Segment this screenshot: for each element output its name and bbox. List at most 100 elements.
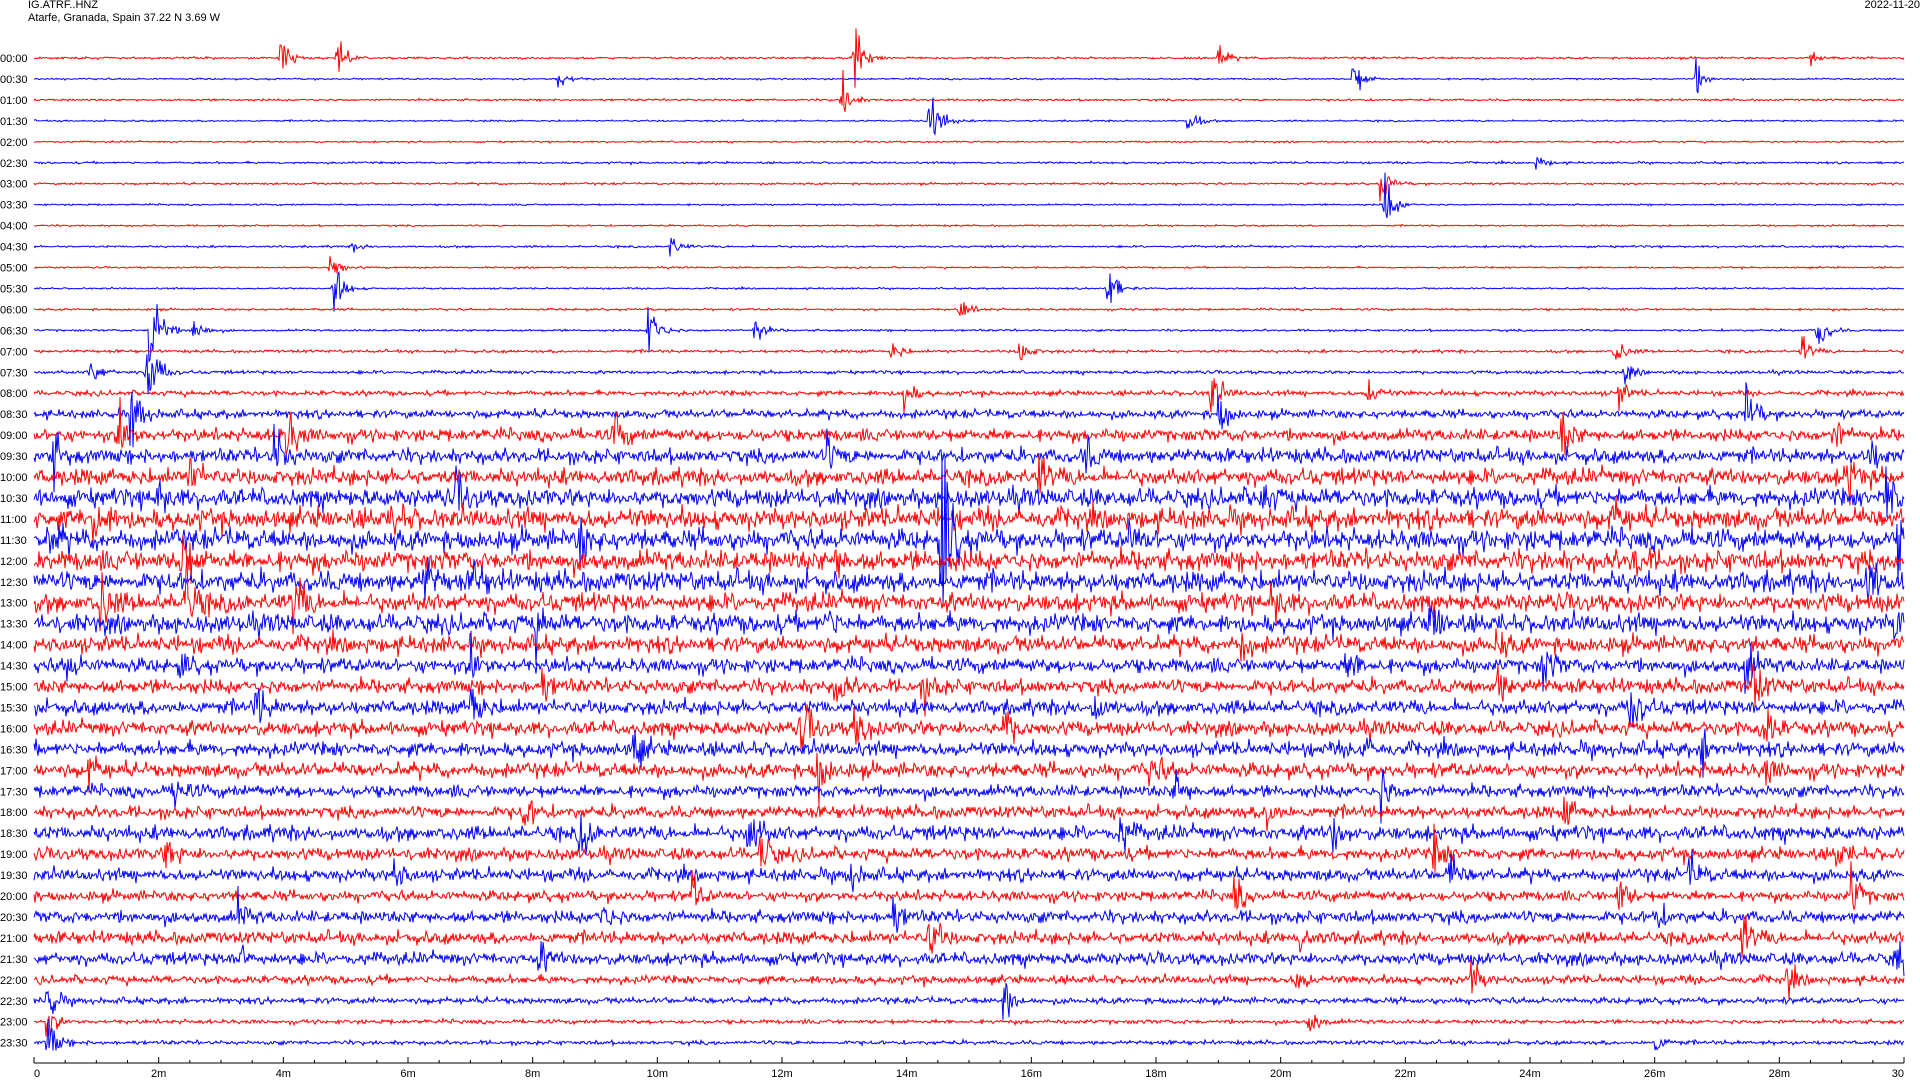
row-label: 04:00	[0, 221, 28, 233]
x-tick-label: 18m	[1145, 1068, 1166, 1080]
row-label: 04:30	[0, 242, 28, 254]
trace-0400	[33, 223, 1905, 228]
row-label: 15:30	[0, 702, 28, 714]
x-tick-label: 10m	[647, 1068, 668, 1080]
station-location: Atarfe, Granada, Spain 37.22 N 3.69 W	[28, 12, 221, 24]
x-tick-label: 30	[1892, 1068, 1904, 1080]
row-label: 11:30	[0, 535, 27, 547]
row-label: 11:00	[0, 514, 27, 526]
row-label: 12:30	[0, 577, 28, 589]
row-label: 09:00	[0, 430, 28, 442]
trace-1730	[33, 768, 1905, 824]
trace-0730	[33, 354, 1904, 395]
trace-2030	[33, 885, 1905, 933]
row-label: 14:00	[0, 640, 28, 652]
row-label: 05:00	[0, 263, 28, 275]
row-label: 22:30	[0, 996, 28, 1008]
trace-0430	[33, 237, 1905, 257]
row-label: 18:30	[0, 828, 28, 840]
trace-2300	[33, 1014, 1905, 1037]
row-label: 22:00	[0, 975, 28, 987]
trace-2130	[33, 940, 1905, 977]
trace-0930	[33, 423, 1905, 493]
trace-2100	[33, 915, 1905, 958]
x-tick-label: 28m	[1769, 1068, 1790, 1080]
trace-0130	[33, 97, 1905, 136]
x-axis: 0 2m 4m 6m 8m 10m 12m 14m 16m 18m 20m 22m 24m 26m 28m 3…	[33, 1057, 1905, 1080]
trace-0900	[33, 396, 1905, 456]
row-label: 00:00	[0, 53, 28, 65]
trace-1030	[33, 465, 1905, 518]
trace-0300	[33, 176, 1905, 202]
trace-0530	[33, 271, 1904, 312]
row-label: 02:00	[0, 137, 28, 149]
row-label: 19:30	[0, 870, 28, 882]
trace-2000	[33, 861, 1905, 911]
x-tick-label: 24m	[1519, 1068, 1540, 1080]
trace-2200	[33, 960, 1905, 1000]
row-label: 07:00	[0, 346, 28, 358]
trace-0000	[33, 28, 1905, 88]
row-label: 09:30	[0, 451, 28, 463]
row-label: 06:00	[0, 304, 28, 316]
row-label: 12:00	[0, 556, 28, 568]
row-label: 17:00	[0, 765, 28, 777]
row-label: 18:00	[0, 807, 28, 819]
row-label: 15:00	[0, 682, 28, 694]
trace-1700	[33, 752, 1905, 806]
trace-1200	[33, 535, 1905, 584]
x-tick-label: 8m	[525, 1068, 540, 1080]
trace-0030	[33, 57, 1905, 94]
trace-1430	[33, 630, 1905, 694]
trace-0800	[33, 378, 1905, 413]
row-label: 17:30	[0, 786, 28, 798]
row-label: 10:00	[0, 472, 28, 484]
trace-1230	[33, 557, 1905, 602]
x-tick-label: 12m	[771, 1068, 792, 1080]
trace-1630	[33, 728, 1905, 778]
trace-0330	[33, 172, 1905, 219]
trace-group	[33, 28, 1905, 1051]
x-tick-label: 2m	[151, 1068, 166, 1080]
row-label-group: 00:00 00:30 01:00 01:30 02:00 02:30 03:00 03:30…	[0, 53, 28, 1050]
trace-0100	[33, 69, 1905, 113]
trace-0700	[33, 336, 1905, 361]
trace-1900	[33, 823, 1905, 874]
station-title: IG.ATRF..HNZ	[28, 0, 99, 11]
trace-2230	[33, 982, 1905, 1020]
row-label: 19:00	[0, 849, 28, 861]
row-label: 16:00	[0, 723, 28, 735]
row-label: 21:00	[0, 933, 28, 945]
x-tick-label: 16m	[1021, 1068, 1042, 1080]
trace-1330	[33, 605, 1905, 666]
x-tick-label: 0	[34, 1068, 40, 1080]
row-label: 03:30	[0, 200, 28, 212]
row-label: 08:00	[0, 388, 28, 400]
trace-0830	[33, 382, 1905, 448]
row-label: 01:00	[0, 95, 28, 107]
x-tick-label: 22m	[1395, 1068, 1416, 1080]
trace-1600	[33, 704, 1905, 751]
trace-1000	[33, 453, 1905, 506]
x-tick-label: 6m	[400, 1068, 415, 1080]
trace-1830	[33, 814, 1905, 855]
row-label: 13:30	[0, 619, 28, 631]
trace-0200	[33, 139, 1905, 145]
row-label: 20:00	[0, 891, 28, 903]
row-label: 14:30	[0, 661, 28, 673]
trace-1100	[33, 496, 1905, 544]
trace-1130	[33, 454, 1905, 605]
x-tick-label: 4m	[276, 1068, 291, 1080]
trace-0630	[33, 304, 1905, 363]
row-label: 13:00	[0, 598, 28, 610]
x-tick-label: 26m	[1644, 1068, 1665, 1080]
row-label: 20:30	[0, 912, 28, 924]
trace-1500	[33, 663, 1905, 717]
row-label: 21:30	[0, 954, 28, 966]
trace-1800	[33, 796, 1905, 832]
trace-0500	[33, 256, 1905, 274]
row-label: 01:30	[0, 116, 28, 128]
row-label: 23:00	[0, 1017, 28, 1029]
trace-2330	[33, 1018, 1905, 1051]
